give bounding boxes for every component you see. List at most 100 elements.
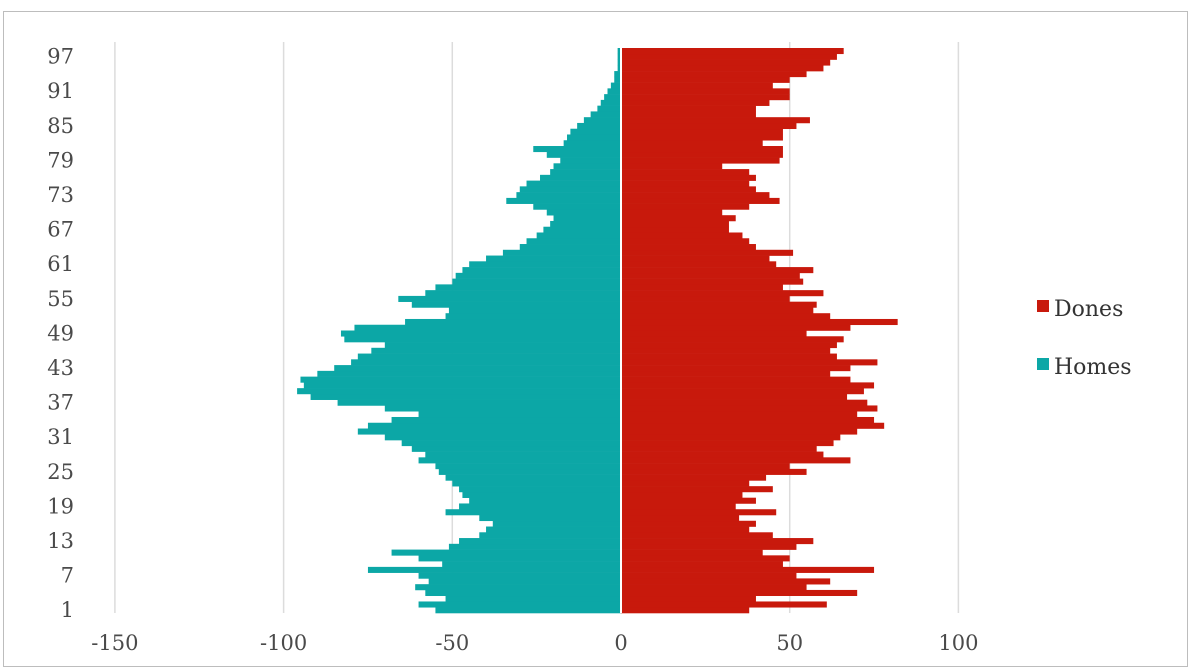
bar-dones-30 [621,440,834,447]
bar-homes-8 [367,566,621,573]
bar-homes-79 [560,157,621,164]
bar-homes-65 [526,238,621,245]
bar-dones-21 [621,491,743,498]
bar-homes-30 [401,440,621,447]
bar-homes-83 [567,134,621,141]
bar-homes-26 [435,463,621,470]
bar-homes-15 [486,526,621,533]
bar-homes-85 [577,122,621,130]
bar-dones-49 [621,330,807,337]
y-tick-label-91: 91 [47,79,74,103]
bar-homes-17 [479,514,621,522]
bar-homes-62 [486,255,621,262]
bar-dones-85 [621,122,797,130]
bar-homes-22 [459,486,621,493]
bar-dones-64 [621,244,756,251]
bar-dones-79 [621,157,780,164]
bar-homes-25 [438,468,621,475]
bar-dones-42 [621,370,831,377]
bar-homes-82 [563,140,621,147]
bar-homes-96 [617,59,621,66]
bar-homes-6 [428,578,621,585]
bar-dones-75 [621,180,750,187]
bar-dones-28 [621,451,824,458]
y-tick-label-61: 61 [47,252,74,276]
bar-homes-48 [344,336,621,343]
bar-dones-87 [621,111,756,118]
bar-homes-77 [550,169,621,176]
bar-homes-70 [546,209,621,216]
bar-dones-61 [621,261,777,268]
bar-homes-16 [492,520,621,527]
bar-dones-57 [621,284,783,291]
bar-dones-20 [621,497,756,504]
legend-swatch-homes [1037,358,1049,370]
legend: Dones Homes [1037,297,1132,380]
bar-dones-11 [621,549,763,556]
y-tick-label-49: 49 [47,321,74,345]
bar-dones-16 [621,520,756,527]
bar-dones-53 [621,307,814,314]
bar-homes-76 [540,174,621,181]
bar-homes-10 [418,555,621,562]
bar-dones-58 [621,278,804,285]
legend-label-homes: Homes [1054,355,1132,380]
bar-dones-88 [621,105,756,112]
bar-dones-84 [621,128,783,135]
bar-homes-75 [526,180,621,187]
bar-dones-45 [621,353,837,360]
y-tick-label-79: 79 [47,148,74,172]
y-tick-label-31: 31 [47,425,74,449]
bar-homes-41 [300,376,621,383]
bar-dones-96 [621,59,831,66]
bar-dones-26 [621,463,790,470]
bar-homes-36 [384,405,621,412]
bar-homes-49 [340,330,621,337]
bar-dones-73 [621,192,770,199]
bar-homes-42 [317,370,621,377]
bar-homes-68 [550,220,621,228]
bar-homes-45 [357,353,621,360]
bar-homes-53 [448,307,621,314]
y-tick-label-55: 55 [47,287,74,311]
bar-homes-92 [610,82,621,89]
bar-homes-51 [405,318,621,326]
x-tick-label--100: -100 [260,631,307,655]
bar-homes-35 [418,411,621,418]
bar-homes-47 [384,342,621,349]
bar-dones-24 [621,474,767,481]
bar-homes-32 [357,428,621,435]
bar-dones-68 [621,220,729,228]
x-axis-tick-labels: -150 -100 -50 0 50 100 [91,631,978,655]
bar-homes-78 [553,163,621,170]
bar-homes-60 [462,267,621,274]
x-tick-label-100: 100 [938,631,978,655]
bar-homes-81 [533,146,621,153]
y-tick-label-25: 25 [47,460,74,484]
bar-dones-91 [621,88,790,95]
bar-dones-52 [621,313,831,320]
bar-dones-95 [621,65,824,72]
bar-homes-91 [607,88,621,95]
bar-dones-56 [621,290,824,297]
bar-homes-93 [614,76,621,83]
bar-dones-9 [621,561,783,568]
bar-dones-93 [621,76,790,83]
bar-homes-56 [425,290,621,297]
bar-homes-88 [597,105,621,112]
bar-dones-82 [621,140,763,147]
bar-homes-27 [418,457,621,464]
bar-dones-2 [621,601,827,608]
bar-dones-80 [621,151,783,158]
bar-dones-89 [621,99,770,106]
bar-homes-94 [614,71,621,78]
bar-homes-61 [469,261,621,268]
bar-homes-67 [543,226,621,233]
bar-dones-83 [621,134,783,141]
y-tick-label-37: 37 [47,391,74,415]
bar-homes-57 [435,284,621,291]
bar-homes-23 [452,480,621,487]
bar-dones-94 [621,71,807,78]
bar-homes-5 [415,584,621,591]
x-tick-label-50: 50 [776,631,803,655]
